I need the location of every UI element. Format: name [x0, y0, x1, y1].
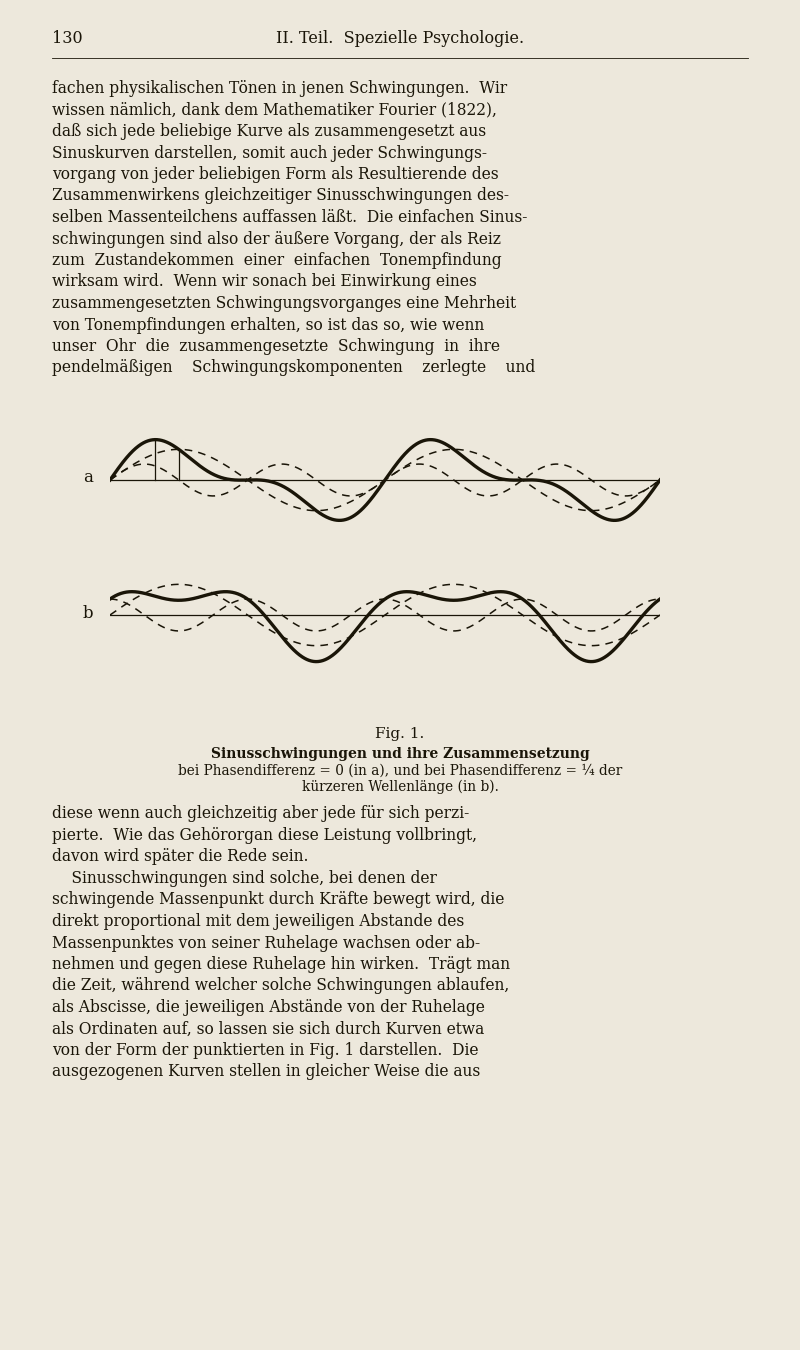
Text: daß sich jede beliebige Kurve als zusammengesetzt aus: daß sich jede beliebige Kurve als zusamm… — [52, 123, 486, 140]
Text: pendelmäßigen    Schwingungskomponenten    zerlegte    und: pendelmäßigen Schwingungskomponenten zer… — [52, 359, 535, 377]
Text: Zusammenwirkens gleichzeitiger Sinusschwingungen des-: Zusammenwirkens gleichzeitiger Sinusschw… — [52, 188, 509, 204]
Text: pierte.  Wie das Gehörorgan diese Leistung vollbringt,: pierte. Wie das Gehörorgan diese Leistun… — [52, 826, 477, 844]
Text: schwingungen sind also der äußere Vorgang, der als Reiz: schwingungen sind also der äußere Vorgan… — [52, 231, 501, 247]
Text: von Tonempfindungen erhalten, so ist das so, wie wenn: von Tonempfindungen erhalten, so ist das… — [52, 316, 484, 333]
Text: II. Teil.  Spezielle Psychologie.: II. Teil. Spezielle Psychologie. — [276, 30, 524, 47]
Text: Sinusschwingungen und ihre Zusammensetzung: Sinusschwingungen und ihre Zusammensetzu… — [210, 747, 590, 761]
Text: zusammengesetzten Schwingungsvorganges eine Mehrheit: zusammengesetzten Schwingungsvorganges e… — [52, 296, 516, 312]
Text: schwingende Massenpunkt durch Kräfte bewegt wird, die: schwingende Massenpunkt durch Kräfte bew… — [52, 891, 504, 909]
Text: b: b — [82, 605, 94, 621]
Text: vorgang von jeder beliebigen Form als Resultierende des: vorgang von jeder beliebigen Form als Re… — [52, 166, 498, 184]
Text: diese wenn auch gleichzeitig aber jede für sich perzi-: diese wenn auch gleichzeitig aber jede f… — [52, 805, 470, 822]
Text: a: a — [83, 470, 93, 486]
Text: die Zeit, während welcher solche Schwingungen ablaufen,: die Zeit, während welcher solche Schwing… — [52, 977, 510, 995]
Text: als Abscisse, die jeweiligen Abstände von der Ruhelage: als Abscisse, die jeweiligen Abstände vo… — [52, 999, 485, 1017]
Text: direkt proportional mit dem jeweiligen Abstande des: direkt proportional mit dem jeweiligen A… — [52, 913, 464, 930]
Text: fachen physikalischen Tönen in jenen Schwingungen.  Wir: fachen physikalischen Tönen in jenen Sch… — [52, 80, 507, 97]
Text: unser  Ohr  die  zusammengesetzte  Schwingung  in  ihre: unser Ohr die zusammengesetzte Schwingun… — [52, 338, 500, 355]
Text: bei Phasendifferenz = 0 (in a), und bei Phasendifferenz = ¼ der: bei Phasendifferenz = 0 (in a), und bei … — [178, 764, 622, 778]
Text: davon wird später die Rede sein.: davon wird später die Rede sein. — [52, 848, 309, 865]
Text: Sinuskurven darstellen, somit auch jeder Schwingungs-: Sinuskurven darstellen, somit auch jeder… — [52, 144, 487, 162]
Text: Massenpunktes von seiner Ruhelage wachsen oder ab-: Massenpunktes von seiner Ruhelage wachse… — [52, 934, 480, 952]
Text: ausgezogenen Kurven stellen in gleicher Weise die aus: ausgezogenen Kurven stellen in gleicher … — [52, 1064, 480, 1080]
Text: Sinusschwingungen sind solche, bei denen der: Sinusschwingungen sind solche, bei denen… — [52, 869, 437, 887]
Text: selben Massenteilchens auffassen läßt.  Die einfachen Sinus-: selben Massenteilchens auffassen läßt. D… — [52, 209, 527, 225]
Text: wirksam wird.  Wenn wir sonach bei Einwirkung eines: wirksam wird. Wenn wir sonach bei Einwir… — [52, 274, 477, 290]
Text: nehmen und gegen diese Ruhelage hin wirken.  Trägt man: nehmen und gegen diese Ruhelage hin wirk… — [52, 956, 510, 973]
Text: zum  Zustandekommen  einer  einfachen  Tonempfindung: zum Zustandekommen einer einfachen Tonem… — [52, 252, 502, 269]
Text: kürzeren Wellenlänge (in b).: kürzeren Wellenlänge (in b). — [302, 780, 498, 794]
Text: von der Form der punktierten in Fig. 1 darstellen.  Die: von der Form der punktierten in Fig. 1 d… — [52, 1042, 478, 1058]
Text: Fig. 1.: Fig. 1. — [375, 728, 425, 741]
Text: als Ordinaten auf, so lassen sie sich durch Kurven etwa: als Ordinaten auf, so lassen sie sich du… — [52, 1021, 484, 1038]
Text: 130: 130 — [52, 30, 82, 47]
Text: wissen nämlich, dank dem Mathematiker Fourier (1822),: wissen nämlich, dank dem Mathematiker Fo… — [52, 101, 497, 119]
